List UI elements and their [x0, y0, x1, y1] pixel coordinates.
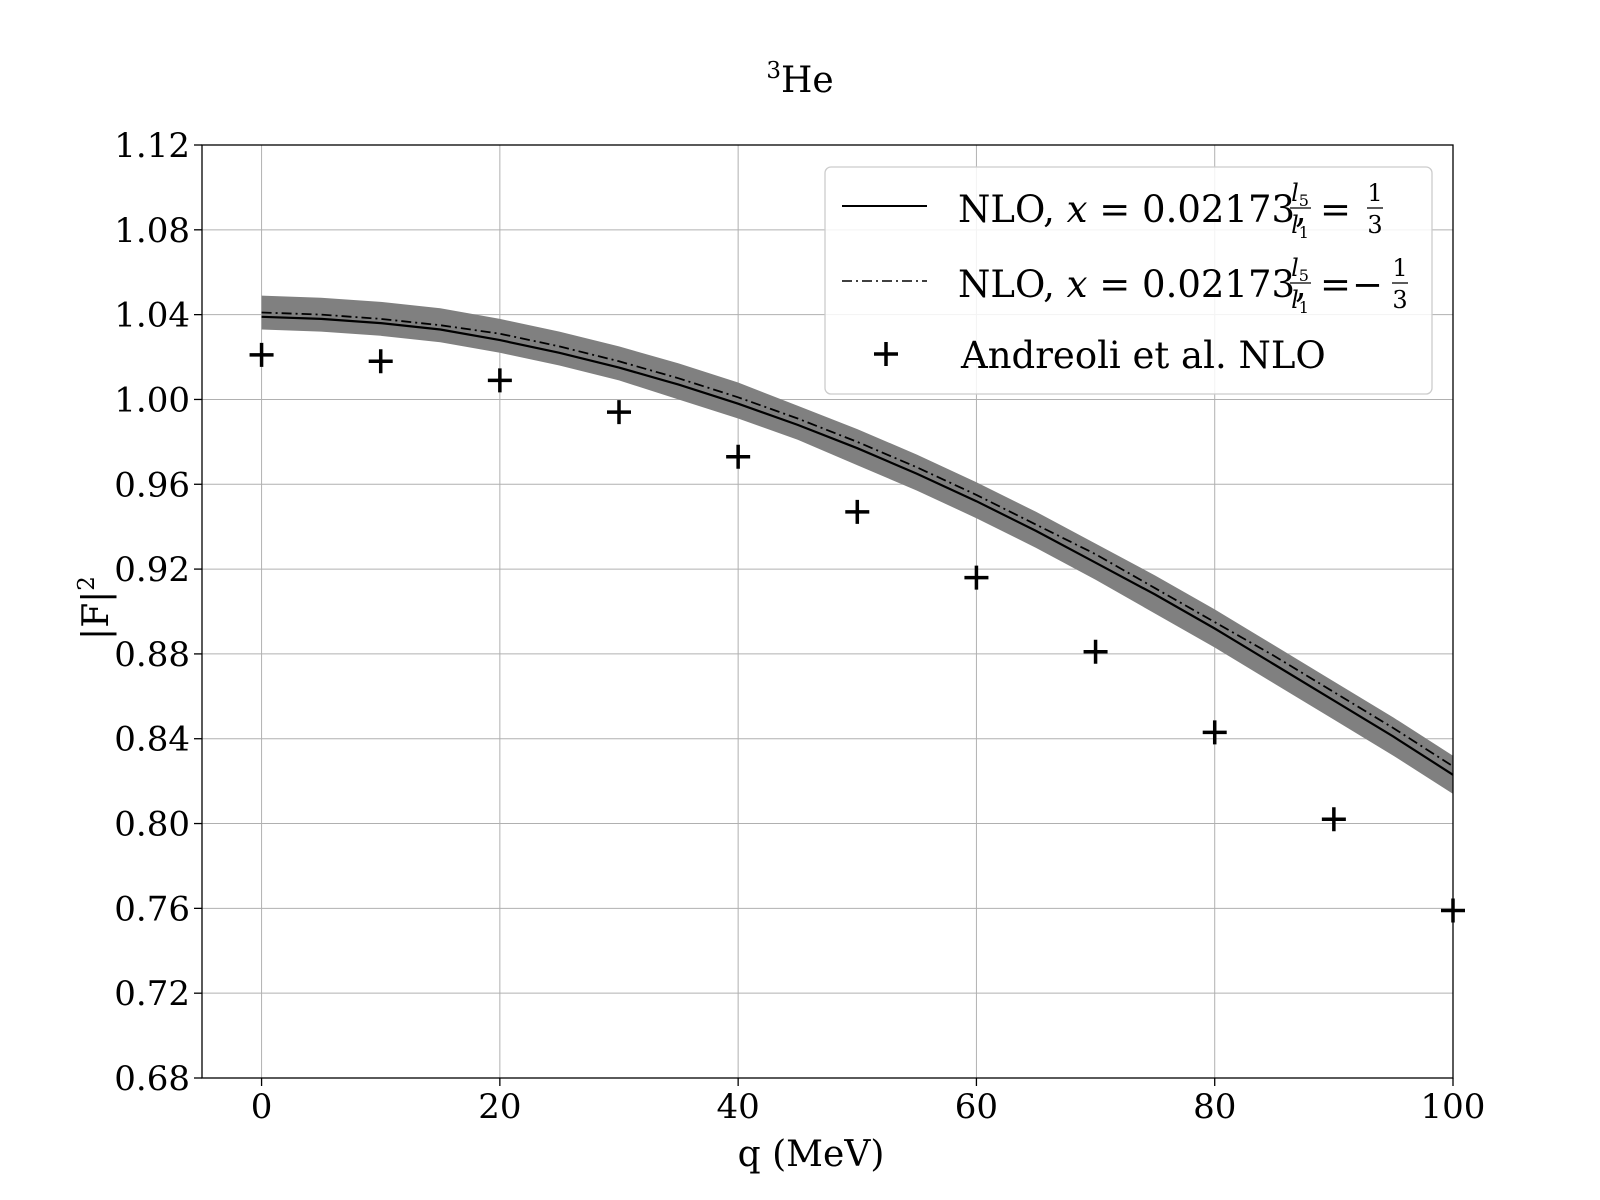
andreoli-point: [1202, 720, 1227, 745]
x-tick-label: 40: [717, 1087, 760, 1127]
legend-entry-solid: NLO, x = 0.02173, l5 l1 = 1 3: [842, 179, 1383, 242]
x-tick-label: 20: [478, 1087, 521, 1127]
andreoli-point: [845, 499, 870, 524]
y-tick-label: 0.80: [114, 805, 190, 845]
chart-title-text: He: [781, 60, 834, 101]
legend: NLO, x = 0.02173, l5 l1 = 1 3 NLO, x = 0…: [824, 166, 1433, 395]
andreoli-point: [487, 368, 512, 393]
legend-solid-frac-den: l1: [1291, 211, 1309, 242]
legend-dashdot-rhs-num: 1: [1392, 254, 1407, 282]
x-tick-label: 100: [1421, 1087, 1486, 1127]
y-tick-label: 1.00: [114, 380, 190, 420]
legend-dashdot-equals: =: [1320, 263, 1351, 306]
legend-markers-label: Andreoli et al. NLO: [960, 334, 1326, 377]
andreoli-point: [726, 444, 751, 469]
y-tick-label: 0.96: [114, 465, 190, 505]
legend-box: [824, 166, 1433, 395]
andreoli-point: [249, 342, 274, 367]
legend-entry-markers: Andreoli et al. NLO: [874, 334, 1326, 377]
andreoli-point: [964, 565, 989, 590]
x-tick-label: 80: [1193, 1087, 1236, 1127]
legend-solid-rhs-num: 1: [1367, 179, 1382, 207]
legend-plus-marker-swatch: [874, 342, 898, 366]
nlo-solid-line: [261, 315, 1454, 776]
y-tick-label: 0.76: [114, 889, 190, 929]
x-tick-label: 0: [251, 1087, 273, 1127]
legend-dashdot-rhs-sign: −: [1352, 263, 1383, 306]
y-tick-label: 0.88: [114, 635, 190, 675]
legend-dashdot-rhs-den: 3: [1392, 286, 1407, 314]
legend-solid-equals: =: [1320, 188, 1351, 231]
series: [261, 311, 1454, 776]
y-tick-label: 1.12: [114, 126, 190, 166]
legend-entry-dashdot: NLO, x = 0.02173, l5 l1 = − 1 3: [842, 254, 1408, 317]
legend-solid-frac-num: l5: [1291, 179, 1309, 210]
x-axis-title: q (MeV): [738, 1134, 885, 1175]
plot-frame: [201, 144, 1454, 1079]
axis-ticks: 0 20 40 60 80 100 0.68 0.72 0.76 0.80 0.84 0.88 0.92…: [114, 126, 1485, 1127]
y-tick-label: 0.84: [114, 720, 190, 760]
andreoli-point: [1321, 807, 1346, 832]
andreoli-point: [1083, 639, 1108, 664]
andreoli-point: [368, 349, 393, 374]
andreoli-point: [607, 400, 631, 425]
y-tick-label: 0.92: [114, 550, 190, 590]
y-axis-title-text: |F|: [76, 591, 117, 640]
legend-solid-label: NLO, x = 0.02173,: [958, 188, 1307, 231]
chart-title-superscript: 3: [766, 58, 781, 84]
chart-title: 3He: [766, 58, 833, 101]
x-tick-label: 60: [955, 1087, 998, 1127]
legend-dashdot-label: NLO, x = 0.02173,: [958, 263, 1307, 306]
legend-solid-rhs-den: 3: [1367, 211, 1382, 239]
legend-dashdot-frac-den: l1: [1291, 286, 1309, 317]
y-axis-title-superscript: 2: [74, 576, 100, 591]
y-axis-title: |F|2: [74, 576, 117, 640]
y-tick-label: 0.68: [114, 1059, 190, 1099]
y-tick-label: 1.08: [114, 211, 190, 251]
y-tick-label: 1.04: [114, 296, 190, 336]
legend-dashdot-frac-num: l5: [1291, 254, 1309, 285]
y-tick-label: 0.72: [114, 974, 190, 1014]
